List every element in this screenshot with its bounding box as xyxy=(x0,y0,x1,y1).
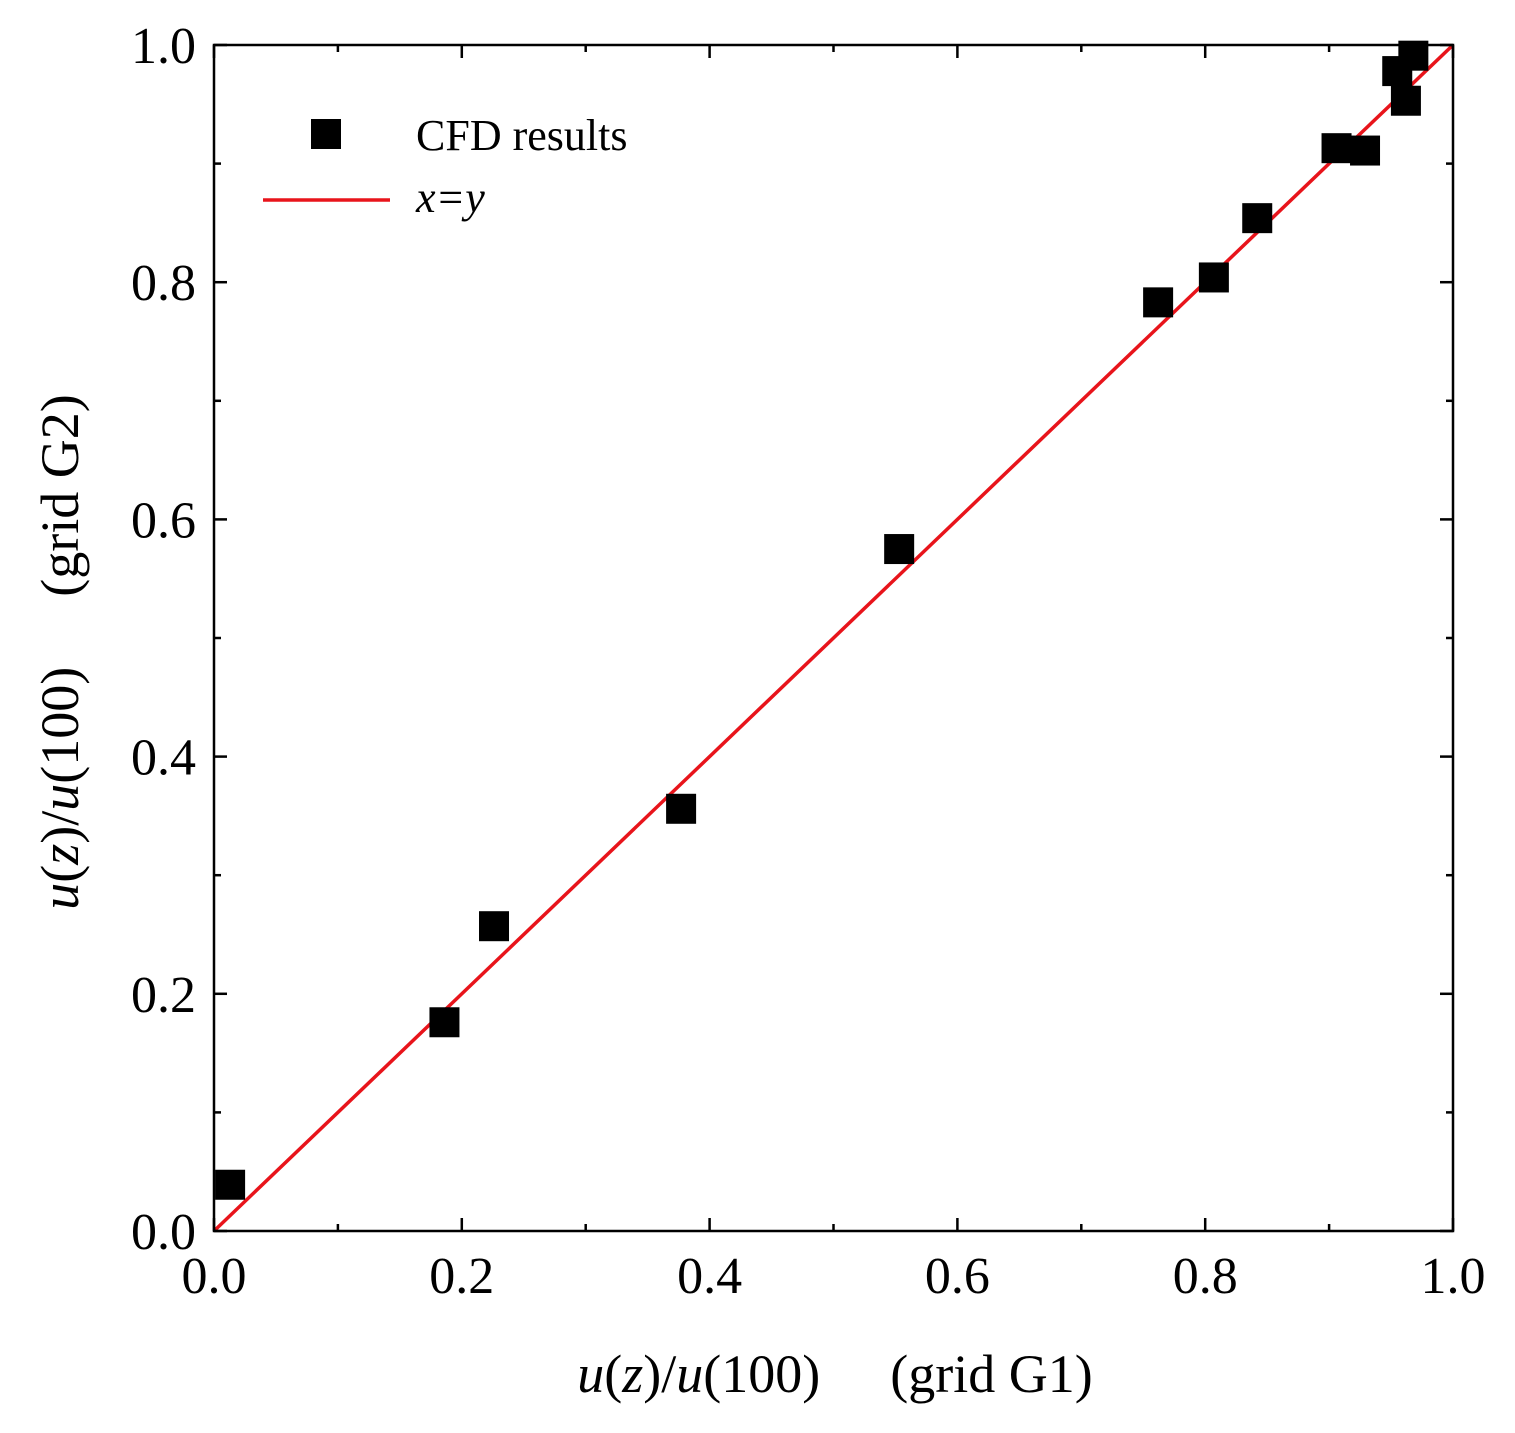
x-tick-label: 0.2 xyxy=(429,1248,494,1305)
x-axis-title: u(z)/u(100) (grid G1) xyxy=(577,1344,1092,1404)
data-point-cfd-5 xyxy=(884,534,915,565)
data-point-cfd-1 xyxy=(215,1169,246,1200)
data-point-cfd-12 xyxy=(1390,85,1421,116)
data-point-cfd-3 xyxy=(479,911,510,942)
series-line-x-equals-y xyxy=(212,43,1455,1233)
legend-marker-cfd-results xyxy=(311,119,341,149)
data-point-cfd-9 xyxy=(1321,133,1352,164)
y-tick-label: 0.6 xyxy=(131,492,196,549)
y-tick-label: 1.0 xyxy=(131,18,196,75)
legend-label-x-equals-y: x=y xyxy=(415,173,485,222)
data-point-cfd-2 xyxy=(429,1007,460,1038)
data-point-cfd-4 xyxy=(666,793,697,824)
y-tick-label: 0.4 xyxy=(131,730,196,787)
data-point-cfd-6 xyxy=(1143,287,1174,318)
plot-area xyxy=(212,40,1455,1233)
x-tick-label: 0.0 xyxy=(182,1248,247,1305)
data-point-cfd-10 xyxy=(1350,135,1381,166)
x-tick-label: 0.6 xyxy=(925,1248,990,1305)
y-tick-label: 0.8 xyxy=(131,255,196,312)
data-point-cfd-8 xyxy=(1242,203,1273,234)
x-tick-label: 1.0 xyxy=(1421,1248,1486,1305)
legend-label-cfd-results: CFD results xyxy=(416,111,627,160)
data-point-cfd-7 xyxy=(1198,262,1229,293)
axes: 0.0 0.2 0.4 0.6 0.8 1.0 0.0 0.2 0.4 0.6 0.8 1.0 xyxy=(131,18,1486,1305)
y-tick-label: 0.2 xyxy=(131,967,196,1024)
y-tick-label: 0.0 xyxy=(131,1204,196,1261)
x-tick-label: 0.4 xyxy=(677,1248,742,1305)
x-tick-label: 0.8 xyxy=(1173,1248,1238,1305)
legend: CFD results x=y xyxy=(263,111,627,222)
y-axis-title: u(z)/u(100)(grid G2) xyxy=(30,394,90,909)
